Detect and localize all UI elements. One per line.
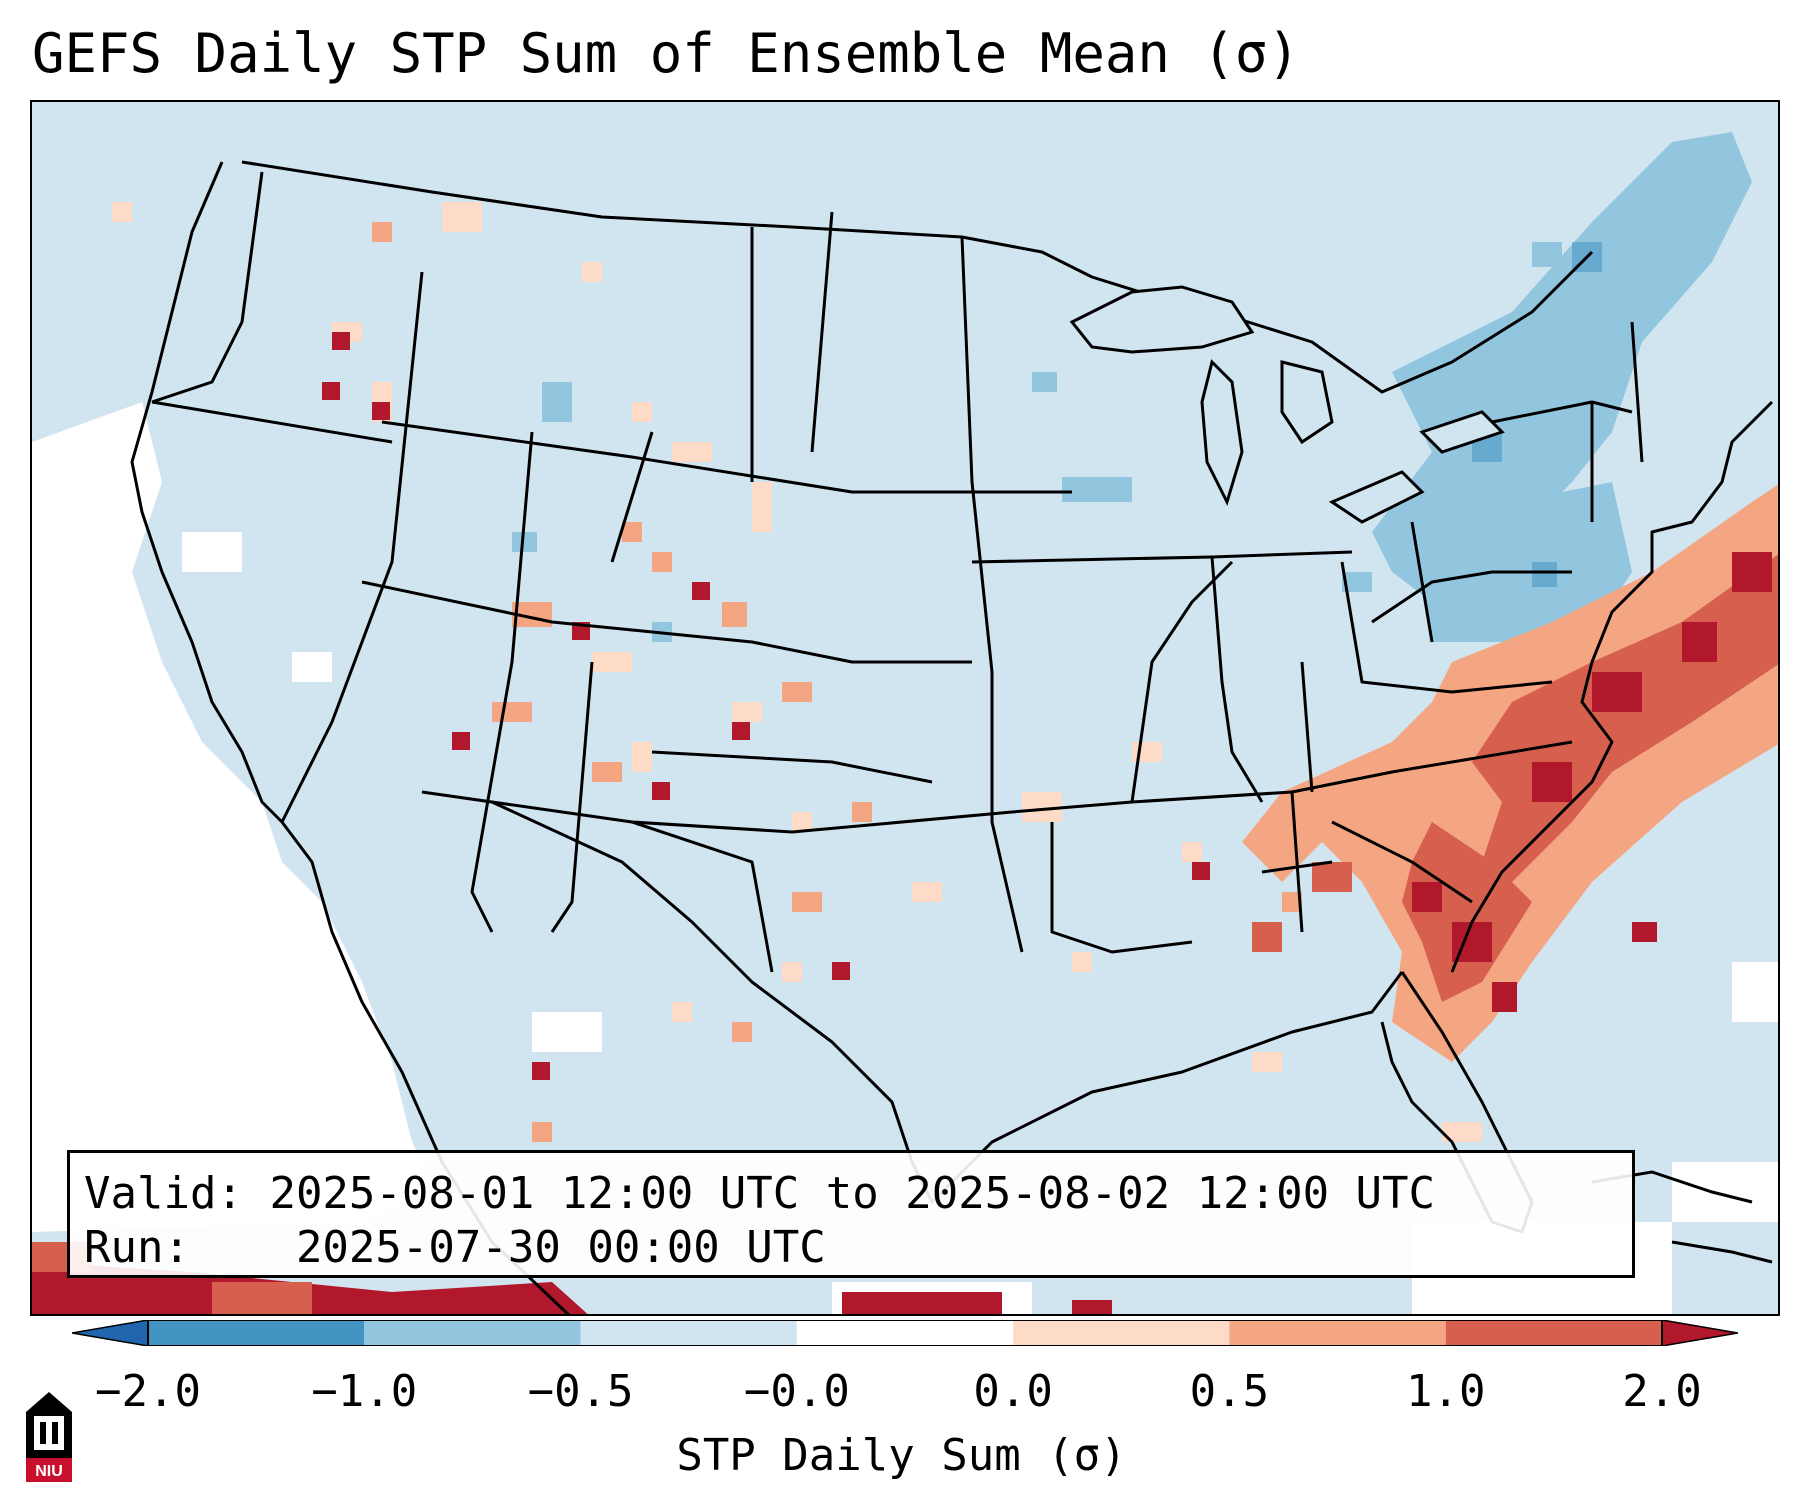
run-value: 2025-07-30 00:00 UTC [295, 1222, 826, 1273]
map-svg [32, 132, 1778, 1314]
run-line: Run: 2025-07-30 00:00 UTC [84, 1221, 1632, 1275]
great-lakes [1069, 285, 1505, 524]
colorbar-tick-label: 0.5 [1189, 1366, 1270, 1417]
colorbar-segment [796, 1320, 1014, 1346]
colorbar-tick-label: −2.0 [95, 1366, 201, 1417]
colorbar-segment [1229, 1320, 1446, 1346]
colorbar-segment [580, 1320, 797, 1346]
colorbar-segment [148, 1320, 365, 1346]
validity-info-box: Valid: 2025-08-01 12:00 UTC to 2025-08-0… [67, 1150, 1635, 1278]
colorbar [72, 1320, 1738, 1346]
valid-line: Valid: 2025-08-01 12:00 UTC to 2025-08-0… [84, 1167, 1632, 1221]
colorbar-segment [1013, 1320, 1230, 1346]
colorbar-segment [1445, 1320, 1662, 1346]
colorbar-tick-label: −0.0 [743, 1366, 850, 1417]
scattered-positive-mid [372, 222, 1302, 1142]
colorbar-label: STP Daily Sum (σ) [676, 1430, 1127, 1481]
colorbar-tick-label: 0.0 [973, 1366, 1053, 1417]
niu-logo: NIU [26, 1392, 72, 1482]
chart-title: GEFS Daily STP Sum of Ensemble Mean (σ) [32, 22, 1300, 85]
colorbar-tick-label: 1.0 [1405, 1366, 1486, 1417]
svg-text:NIU: NIU [35, 1463, 63, 1480]
valid-value: 2025-08-01 12:00 UTC to 2025-08-02 12:00… [269, 1168, 1436, 1219]
colorbar-under-arrow [72, 1320, 149, 1346]
positive-field-strong [1412, 552, 1772, 1012]
colorbar-tick-label: −1.0 [311, 1366, 418, 1417]
run-label: Run: [84, 1222, 190, 1273]
colorbar-over-arrow [1661, 1320, 1738, 1346]
map-panel[interactable] [30, 100, 1780, 1316]
valid-label: Valid: [84, 1168, 243, 1219]
colorbar-tick-label: −0.5 [527, 1366, 634, 1417]
colorbar-segment [364, 1320, 581, 1346]
scattered-positive-strong [322, 332, 1210, 1080]
neutral-field [32, 402, 1778, 1314]
colorbar-tick-label: 2.0 [1622, 1366, 1702, 1417]
